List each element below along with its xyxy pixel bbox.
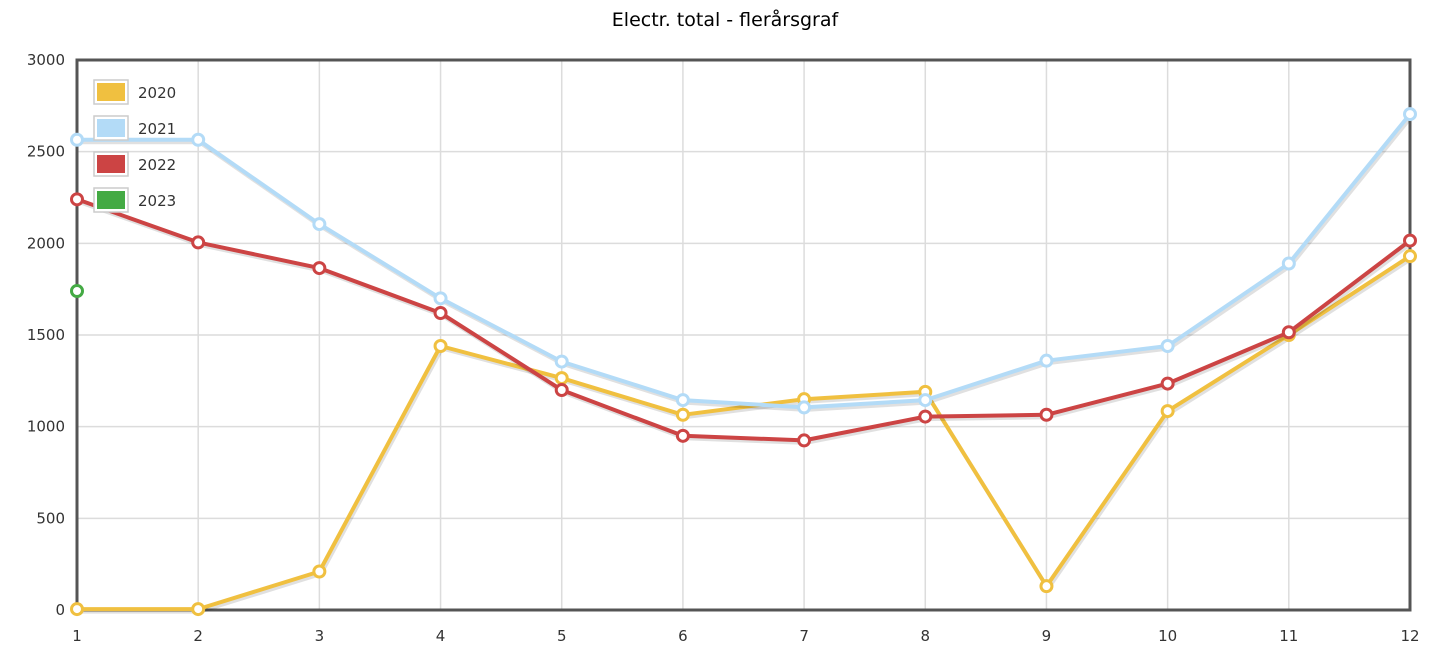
data-point <box>1403 249 1417 264</box>
x-tick-label: 1 <box>72 627 82 645</box>
data-point <box>1160 376 1175 391</box>
data-point <box>797 400 812 415</box>
x-tick-label: 3 <box>315 627 325 645</box>
data-point <box>1281 325 1296 340</box>
data-point <box>312 217 327 232</box>
data-point <box>554 354 569 369</box>
x-tick-label: 11 <box>1279 627 1298 645</box>
series-2023 <box>70 284 84 298</box>
series-line-shadow <box>78 257 1413 614</box>
data-point <box>675 393 690 408</box>
legend-label: 2020 <box>138 84 176 102</box>
data-point <box>1160 404 1175 419</box>
x-tick-label: 4 <box>436 627 446 645</box>
series-line <box>77 112 1412 410</box>
y-tick-label: 3000 <box>27 51 65 69</box>
data-point <box>675 407 690 422</box>
data-point <box>191 602 206 617</box>
legend-swatch <box>97 155 125 173</box>
data-point <box>433 339 448 353</box>
x-tick-label: 12 <box>1400 627 1419 645</box>
data-point <box>1160 339 1175 353</box>
data-point <box>1281 256 1296 271</box>
y-tick-label: 0 <box>55 601 65 619</box>
legend-swatch <box>97 191 125 209</box>
data-point <box>918 393 933 408</box>
data-point <box>1403 107 1417 122</box>
legend-swatch <box>97 83 125 101</box>
data-point <box>1039 579 1054 594</box>
legend: 2020 2021 2022 2023 <box>93 79 176 213</box>
x-tick-label: 2 <box>193 627 203 645</box>
data-point <box>433 306 448 320</box>
legend-label: 2023 <box>138 192 176 210</box>
y-tick-label: 2500 <box>27 143 65 161</box>
data-point <box>312 564 327 579</box>
data-point <box>675 428 690 443</box>
legend-label: 2021 <box>138 120 176 138</box>
data-point <box>70 192 84 207</box>
y-tick-label: 1500 <box>27 326 65 344</box>
data-point <box>554 383 569 397</box>
series-2020 <box>70 249 1417 617</box>
x-tick-label: 6 <box>678 627 688 645</box>
legend-label: 2022 <box>138 156 176 174</box>
data-point <box>1039 407 1054 422</box>
series-2021 <box>70 107 1417 415</box>
data-point <box>70 132 84 147</box>
plot-frame <box>75 58 1412 612</box>
data-point <box>70 602 84 617</box>
y-tick-label: 1000 <box>27 418 65 436</box>
data-point <box>191 132 206 147</box>
data-point <box>433 291 448 306</box>
y-tick-label: 500 <box>36 509 65 527</box>
series-line <box>77 254 1412 612</box>
x-tick-label: 10 <box>1158 627 1177 645</box>
data-point <box>1403 233 1417 248</box>
data-point <box>70 284 84 298</box>
data-point <box>797 433 812 448</box>
x-tick-label: 5 <box>557 627 567 645</box>
x-tick-label: 9 <box>1042 627 1052 645</box>
y-tick-label: 2000 <box>27 234 65 252</box>
data-point <box>1039 353 1054 368</box>
data-point <box>191 235 206 250</box>
series-2022 <box>70 192 1417 448</box>
series-line <box>76 197 1412 443</box>
data-point <box>554 371 569 386</box>
x-tick-label: 8 <box>920 627 930 645</box>
data-point <box>312 261 327 276</box>
x-tick-label: 7 <box>799 627 809 645</box>
legend-swatch <box>97 119 125 137</box>
series-line-shadow <box>77 199 1413 445</box>
data-point <box>918 409 933 424</box>
chart-title: Electr. total - flerårsgraf <box>612 8 840 31</box>
